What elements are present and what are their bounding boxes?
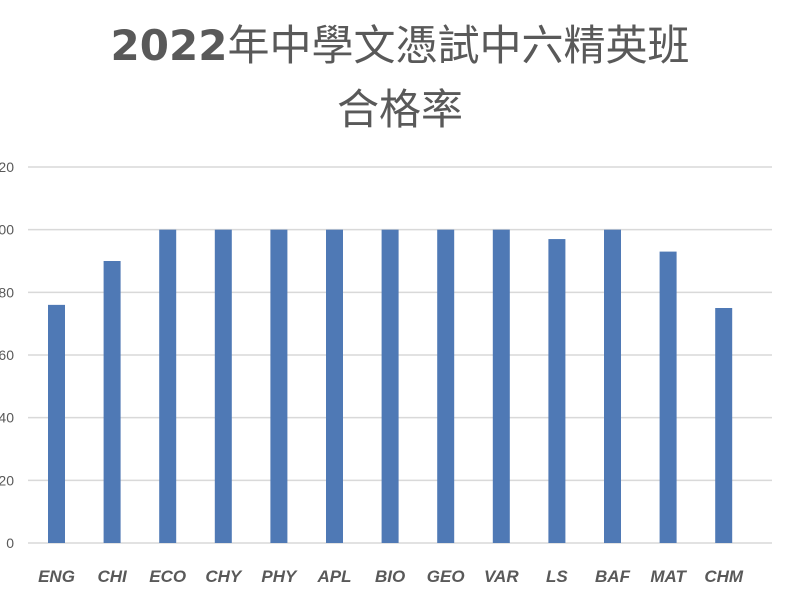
- chart-title-year: 2022: [110, 21, 228, 70]
- y-axis-tick-labels: 0 20 40 60 80 100 120: [0, 159, 14, 551]
- bar-geo: [437, 229, 455, 543]
- y-tick-label: 20: [0, 472, 14, 488]
- bar-eng: [48, 304, 65, 543]
- bar-bio: [381, 229, 399, 543]
- y-tick-label: 100: [0, 222, 14, 238]
- chart-subtitle: 合格率: [336, 85, 463, 134]
- bar-var: [492, 229, 510, 543]
- bars: [48, 229, 733, 544]
- x-tick-label-mat: MAT: [650, 567, 687, 586]
- chart-title-rest: 年中學文憑試中六精英班: [227, 21, 690, 70]
- bar-phy: [270, 229, 288, 543]
- bar-apl: [326, 229, 343, 543]
- bar-eco: [159, 229, 177, 543]
- bar-mat: [659, 251, 677, 543]
- bar-ls: [548, 239, 566, 544]
- x-tick-label-apl: APL: [317, 567, 352, 586]
- x-tick-label-phy: PHY: [261, 567, 298, 586]
- y-tick-label: 120: [0, 159, 14, 175]
- x-tick-label-chy: CHY: [205, 567, 243, 586]
- bar-chy: [214, 229, 232, 543]
- x-tick-label-baf: BAF: [595, 567, 631, 586]
- y-tick-label: 60: [0, 347, 14, 363]
- x-tick-label-var: VAR: [484, 567, 519, 586]
- bar-baf: [604, 229, 621, 543]
- gridlines: [28, 166, 772, 544]
- y-tick-label: 0: [6, 535, 14, 551]
- x-tick-label-chm: CHM: [704, 567, 744, 586]
- x-tick-label-chi: CHI: [97, 567, 128, 586]
- chart-title: 2022年中學文憑試中六精英班: [0, 18, 800, 74]
- x-tick-label-eco: ECO: [149, 567, 186, 586]
- x-tick-label-eng: ENG: [38, 567, 75, 586]
- x-axis-tick-labels: ENG CHI ECO CHY PHY APL BIO GEO VAR LS BAF MAT CHM: [38, 567, 744, 586]
- bar-chm: [715, 308, 733, 543]
- x-tick-label-ls: LS: [546, 567, 568, 586]
- y-tick-label: 40: [0, 410, 14, 426]
- x-tick-label-bio: BIO: [375, 567, 405, 586]
- y-tick-label: 80: [0, 284, 14, 300]
- bar-chi: [103, 261, 121, 543]
- x-tick-label-geo: GEO: [427, 567, 465, 586]
